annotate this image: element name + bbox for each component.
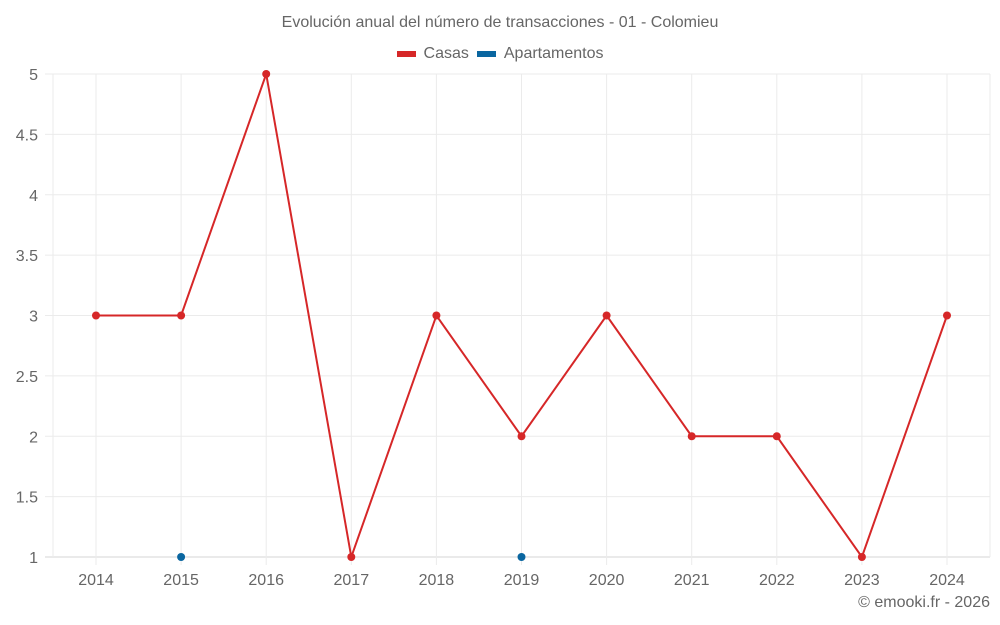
legend-swatch-casas <box>396 51 416 57</box>
y-tick-label: 5 <box>29 67 38 84</box>
data-point-casas <box>772 432 781 441</box>
x-tick-label: 2015 <box>163 572 199 589</box>
x-tick-label: 2022 <box>759 572 795 589</box>
y-tick-label: 1.5 <box>16 490 38 507</box>
legend: Casas Apartamentos <box>0 45 1000 63</box>
legend-label-apartamentos: Apartamentos <box>503 45 604 62</box>
data-point-casas <box>432 311 441 320</box>
data-point-apartamentos <box>517 553 526 561</box>
x-tick-label: 2023 <box>844 572 880 589</box>
copyright-footer: © emooki.fr - 2026 <box>858 594 990 611</box>
data-point-casas <box>517 432 526 441</box>
x-tick-label: 2021 <box>674 572 710 589</box>
y-tick-label: 4.5 <box>16 127 38 144</box>
legend-item-casas[interactable]: Casas <box>396 45 469 63</box>
data-point-casas <box>92 311 100 320</box>
x-tick-label: 2014 <box>78 572 114 589</box>
x-tick-label: 2017 <box>334 572 370 589</box>
y-tick-label: 4 <box>29 188 38 205</box>
y-tick-label: 2.5 <box>16 369 38 386</box>
data-point-casas <box>262 70 271 78</box>
x-tick-label: 2019 <box>504 572 540 589</box>
y-tick-label: 3.5 <box>16 248 38 265</box>
legend-label-casas: Casas <box>423 45 469 62</box>
y-tick-label: 1 <box>29 550 38 567</box>
x-tick-label: 2018 <box>419 572 455 589</box>
chart-title: Evolución anual del número de transaccio… <box>281 14 719 31</box>
y-tick-label: 2 <box>29 429 38 446</box>
data-point-casas <box>943 311 951 320</box>
data-point-apartamentos <box>177 553 186 561</box>
legend-item-apartamentos[interactable]: Apartamentos <box>476 45 604 63</box>
data-point-casas <box>347 553 356 561</box>
x-tick-label: 2020 <box>589 572 625 589</box>
data-point-casas <box>177 311 186 320</box>
data-point-casas <box>857 553 866 561</box>
y-tick-label: 3 <box>29 309 38 326</box>
data-point-casas <box>687 432 696 441</box>
legend-swatch-apartamentos <box>476 51 496 57</box>
x-tick-label: 2024 <box>929 572 965 589</box>
data-point-casas <box>602 311 611 320</box>
x-tick-label: 2016 <box>248 572 284 589</box>
